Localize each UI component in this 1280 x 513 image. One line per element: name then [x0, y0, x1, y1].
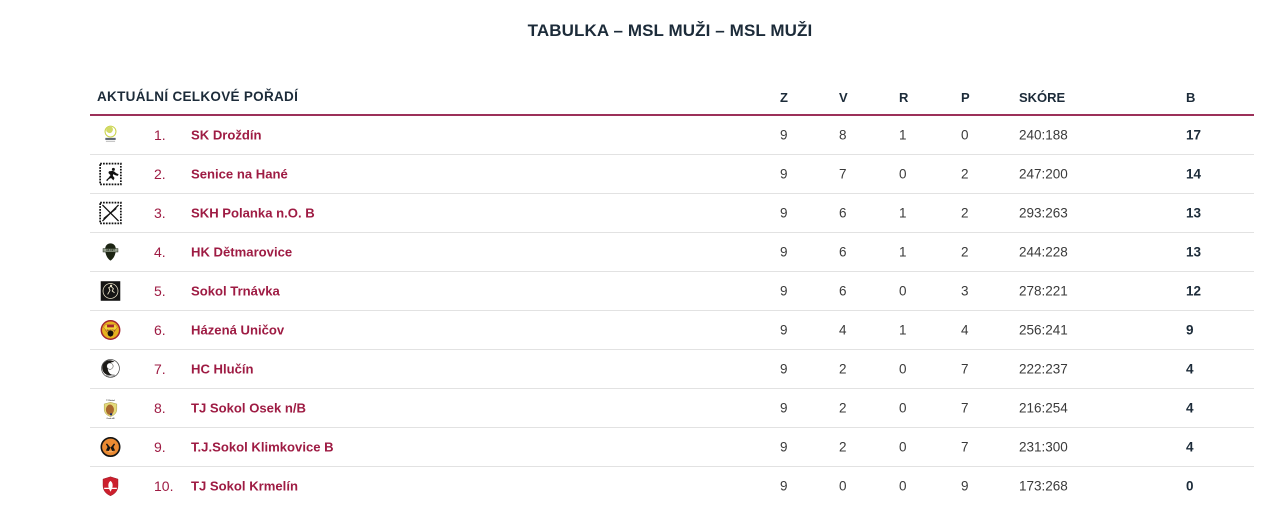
svg-text:Osek n/B: Osek n/B [107, 418, 116, 420]
svg-text:TJ Sokol: TJ Sokol [106, 400, 115, 402]
svg-text:HK DET: HK DET [106, 250, 115, 252]
svg-text:HLUCIN: HLUCIN [106, 376, 115, 378]
